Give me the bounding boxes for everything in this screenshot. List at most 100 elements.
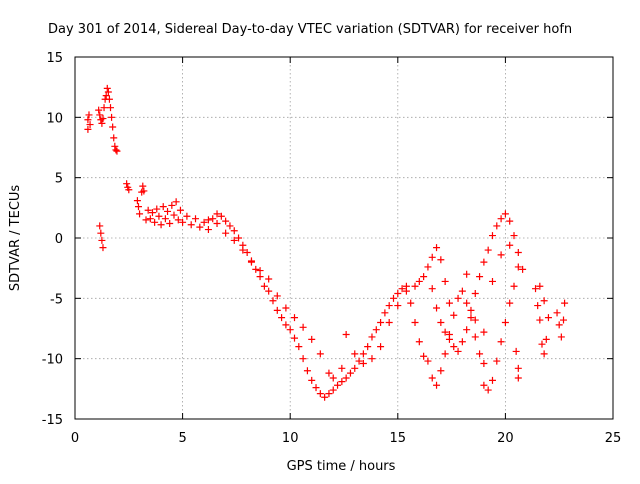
data-point	[377, 318, 385, 326]
data-point	[247, 258, 255, 266]
data-point	[437, 318, 445, 326]
data-point	[146, 215, 154, 223]
tick-labels: 0 5 10 15 20 25 -15 -10 -5 0 5 10 15	[42, 51, 622, 446]
data-point	[514, 364, 522, 372]
data-point	[112, 146, 120, 154]
data-point	[355, 357, 363, 365]
data-point	[463, 299, 471, 307]
data-point	[514, 374, 522, 382]
data-point	[102, 92, 110, 100]
data-point	[476, 350, 484, 358]
data-point	[204, 226, 212, 234]
data-point	[192, 215, 200, 223]
data-point	[553, 309, 561, 317]
data-point	[480, 359, 488, 367]
data-point	[385, 302, 393, 310]
x-tick-label: 20	[497, 431, 514, 446]
data-point	[458, 287, 466, 295]
data-point	[441, 350, 449, 358]
data-point	[136, 210, 144, 218]
data-point	[103, 84, 111, 92]
data-point	[144, 206, 152, 214]
data-point	[342, 374, 350, 382]
data-point	[372, 326, 380, 334]
data-point	[488, 277, 496, 285]
data-point	[506, 241, 514, 249]
data-point	[488, 232, 496, 240]
data-point	[540, 297, 548, 305]
y-axis-label: SDTVAR / TECUs	[8, 185, 23, 292]
data-point	[544, 314, 552, 322]
data-point	[239, 246, 247, 254]
data-point	[536, 316, 544, 324]
data-point	[454, 347, 462, 355]
data-point	[286, 326, 294, 334]
data-point	[295, 343, 303, 351]
data-point	[291, 314, 299, 322]
data-point	[303, 367, 311, 375]
data-point	[476, 273, 484, 281]
y-tick-label: 10	[46, 111, 63, 126]
data-point	[265, 275, 273, 283]
data-point	[99, 115, 107, 123]
data-point	[338, 364, 346, 372]
data-point	[125, 186, 133, 194]
data-point	[84, 125, 92, 133]
data-point	[291, 334, 299, 342]
data-point	[398, 285, 406, 293]
data-point	[467, 306, 475, 314]
y-tick-label: 0	[55, 232, 63, 247]
data-point	[488, 376, 496, 384]
data-point	[273, 292, 281, 300]
data-point	[95, 106, 103, 114]
data-point	[560, 316, 568, 324]
data-point	[394, 302, 402, 310]
data-point	[471, 290, 479, 298]
data-point	[368, 333, 376, 341]
data-point	[480, 258, 488, 266]
data-point	[402, 287, 410, 295]
data-point	[501, 210, 509, 218]
data-point	[437, 367, 445, 375]
data-point	[312, 384, 320, 392]
data-point	[497, 215, 505, 223]
data-point	[256, 273, 264, 281]
data-point	[282, 321, 290, 329]
data-point	[273, 306, 281, 314]
data-point	[450, 311, 458, 319]
x-tick-label: 10	[282, 431, 299, 446]
data-point	[506, 299, 514, 307]
data-point	[368, 355, 376, 363]
data-point	[433, 304, 441, 312]
data-point	[155, 212, 163, 220]
data-point	[133, 197, 141, 205]
data-point	[196, 223, 204, 231]
data-point	[153, 205, 161, 213]
data-point	[316, 350, 324, 358]
data-point	[471, 316, 479, 324]
data-point	[385, 318, 393, 326]
data-point	[230, 227, 238, 235]
data-point	[454, 294, 462, 302]
data-point	[510, 282, 518, 290]
data-point	[377, 343, 385, 351]
data-point	[97, 229, 105, 237]
data-point	[510, 232, 518, 240]
data-point	[346, 369, 354, 377]
data-point	[338, 378, 346, 386]
data-point	[226, 222, 234, 230]
data-point	[321, 393, 329, 401]
data-point	[484, 246, 492, 254]
data-point	[140, 187, 148, 195]
data-point	[159, 203, 167, 211]
data-point	[450, 343, 458, 351]
data-point	[252, 265, 260, 273]
data-point	[536, 282, 544, 290]
data-point	[445, 335, 453, 343]
data-point	[471, 333, 479, 341]
chart-title: Day 301 of 2014, Sidereal Day-to-day VTE…	[48, 22, 572, 37]
data-point	[316, 390, 324, 398]
data-point	[441, 328, 449, 336]
data-point	[99, 244, 107, 252]
